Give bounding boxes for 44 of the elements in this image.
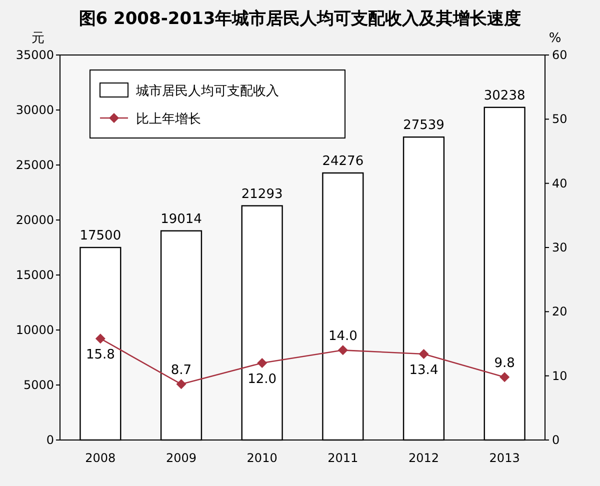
- data-label: 14.0: [328, 329, 358, 344]
- data-label: 17500: [80, 228, 122, 244]
- y2-tick-label: 30: [552, 240, 568, 254]
- y-tick-label: 30000: [16, 103, 54, 117]
- y2-tick-label: 50: [552, 112, 568, 126]
- x-tick-label: 2011: [328, 451, 358, 465]
- point: [500, 372, 510, 382]
- y-tick-label: 35000: [16, 48, 54, 62]
- y2-tick-label: 10: [552, 368, 568, 383]
- y2-tick-label: 20: [552, 304, 568, 319]
- legend-label: 比上年增长: [136, 112, 201, 127]
- y-tick-label: 25000: [16, 158, 54, 172]
- data-label: 30238: [484, 88, 526, 104]
- y2-tick-label: 60: [552, 48, 568, 62]
- data-label: 27539: [403, 118, 444, 134]
- data-label: 15.8: [86, 348, 115, 363]
- y-tick-label: 0: [46, 433, 54, 447]
- point: [176, 379, 186, 390]
- point: [338, 345, 348, 356]
- chart-title: 图6 2008-2013年城市居民人均可支配收入及其增长速度: [78, 9, 522, 29]
- y2-axis-title: %: [548, 31, 562, 46]
- y-tick-label: 10000: [16, 323, 54, 337]
- legend-label: 城市居民人均可支配收入: [135, 84, 279, 99]
- data-label: 8.7: [170, 363, 192, 378]
- data-label: 19014: [160, 212, 202, 227]
- x-tick-label: 2009: [166, 451, 197, 465]
- point: [257, 358, 268, 368]
- y-axis-title: 元: [32, 31, 44, 46]
- x-tick-label: 2010: [246, 451, 278, 465]
- x-tick-label: 2013: [489, 451, 520, 465]
- x-tick-label: 2012: [408, 451, 440, 465]
- data-label: 13.4: [409, 363, 438, 378]
- y2-tick-label: 40: [552, 176, 568, 190]
- y2-tick-label: 0: [552, 433, 560, 447]
- data-label: 12.0: [248, 372, 277, 387]
- point: [95, 334, 106, 344]
- y-tick-label: 20000: [16, 213, 54, 227]
- y-tick-label: 5000: [23, 378, 54, 392]
- data-label: 21293: [241, 186, 283, 202]
- y-tick-label: 15000: [16, 268, 54, 282]
- data-label: 9.8: [494, 356, 515, 372]
- point: [418, 349, 429, 360]
- x-tick-label: 2008: [85, 451, 116, 465]
- data-label: 24276: [322, 154, 364, 169]
